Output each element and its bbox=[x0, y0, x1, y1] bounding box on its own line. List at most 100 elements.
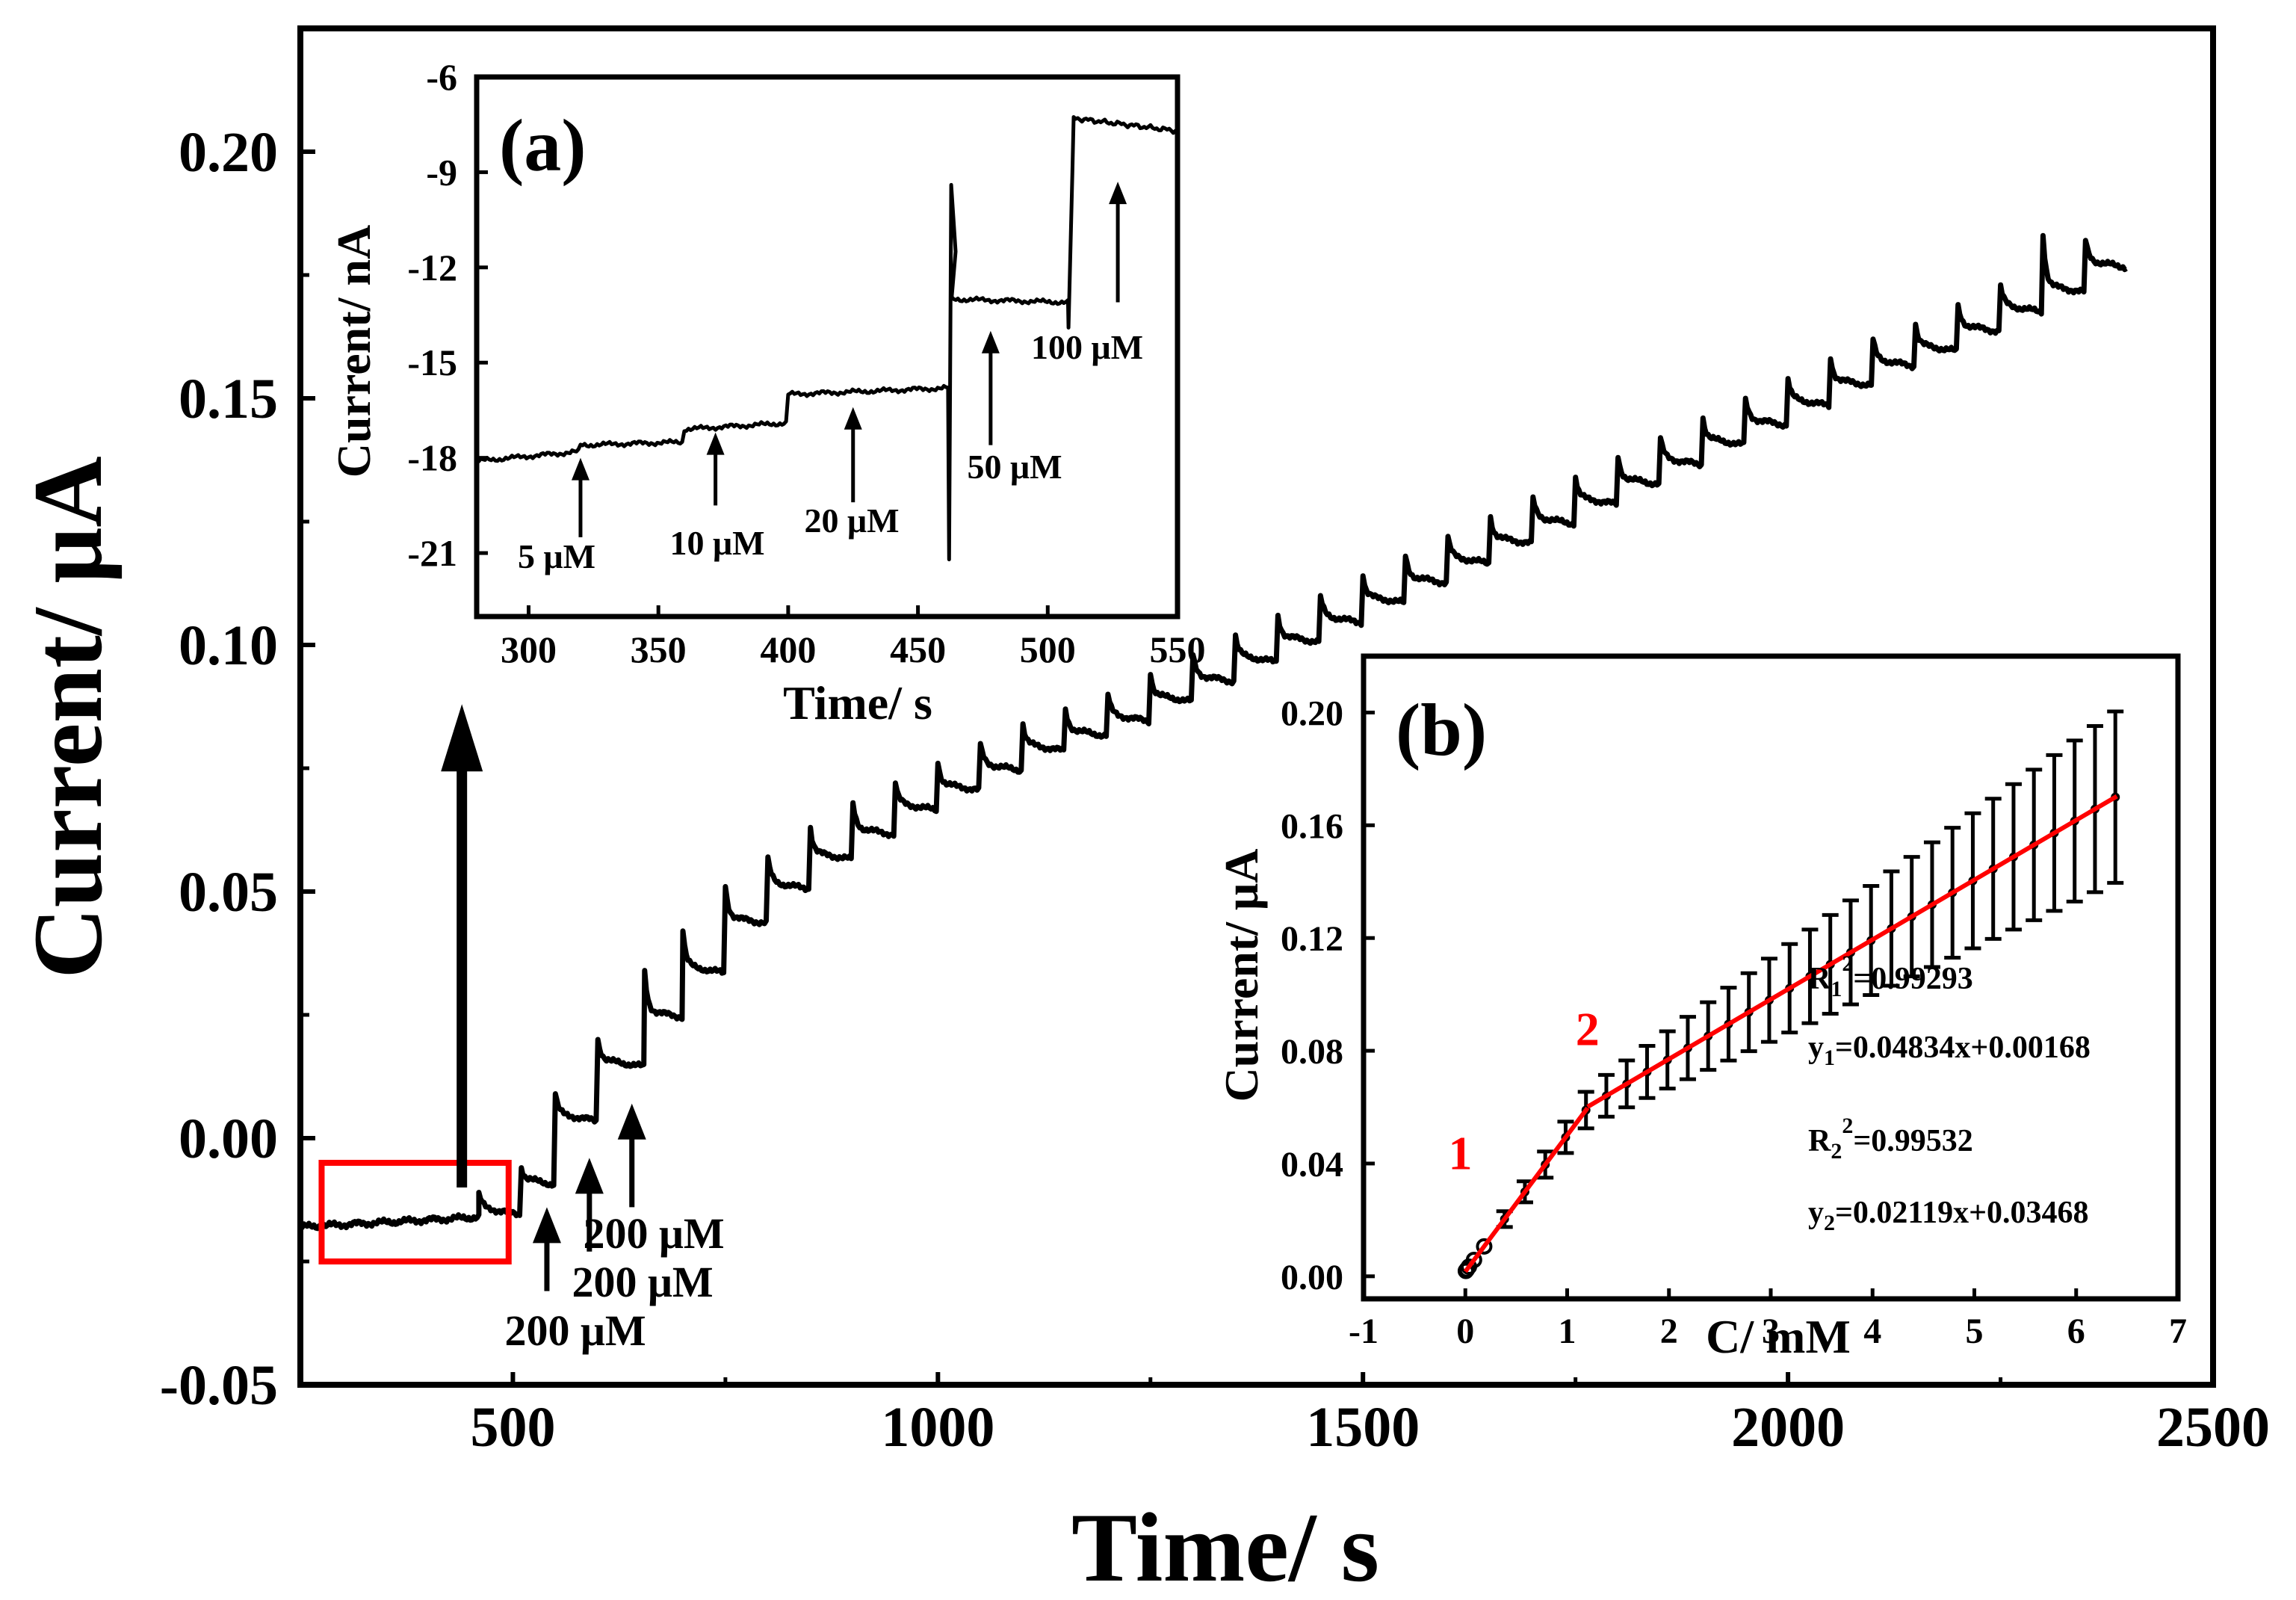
inset-b-region-label: 2 bbox=[1576, 1003, 1600, 1056]
inset-b-annotations: 12 bbox=[1448, 1003, 1599, 1180]
inset-a-annotations: 5 μM 10 μM 20 μM 50 μM 100 μM bbox=[518, 182, 1143, 575]
inset-b-x-tick-label: 1 bbox=[1559, 1312, 1576, 1351]
concentration-label: 200 μM bbox=[504, 1306, 646, 1355]
inset-a-x-tick-label: 500 bbox=[1020, 628, 1076, 670]
main-y-tick-label: 0.10 bbox=[179, 614, 278, 677]
inset-a-y-axis-label: Current/ nA bbox=[327, 225, 380, 478]
inset-a-concentration-label: 10 μM bbox=[670, 524, 765, 562]
main-x-axis-label: Time/ s bbox=[1071, 1492, 1379, 1600]
inset-b-region-label: 1 bbox=[1448, 1126, 1472, 1179]
inset-a-arrow-head bbox=[571, 457, 590, 481]
highlight-box bbox=[318, 1160, 512, 1264]
inset-a-concentration-label: 20 μM bbox=[805, 501, 900, 540]
main-y-tick-label: -0.05 bbox=[160, 1354, 278, 1417]
concentration-arrow-head bbox=[575, 1158, 604, 1194]
inset-b-y-tick-label: 0.04 bbox=[1281, 1145, 1343, 1184]
inset-b-x-tick-label: 6 bbox=[2067, 1312, 2085, 1351]
inset-a-y-tick-label: -15 bbox=[407, 342, 457, 383]
inset-a-concentration-label: 50 μM bbox=[968, 448, 1062, 486]
inset-b-x-axis-label: C/ mM bbox=[1706, 1310, 1851, 1363]
inset-b-x-tick-label: 4 bbox=[1863, 1312, 1881, 1351]
inset-a-x-axis-label: Time/ s bbox=[783, 676, 932, 729]
inset-b-point bbox=[1476, 1238, 1493, 1255]
inset-b-x-tick-label: 7 bbox=[2169, 1312, 2187, 1351]
inset-b-y-tick-label: 0.16 bbox=[1281, 806, 1343, 846]
fit2-equation: y2=0.02119x+0.03468 bbox=[1808, 1196, 2089, 1235]
inset-a-arrow-head bbox=[981, 330, 1000, 353]
fit1-equation-value: =0.04834x+0.00168 bbox=[1835, 1031, 2091, 1065]
inset-a-chart: 300 350 400 450 500 550 -21 -18 -15 -12 -9 -6 5 μM 1… bbox=[327, 56, 1206, 729]
inset-a-arrow-head bbox=[1109, 182, 1127, 205]
fit1-r-letter: R bbox=[1808, 962, 1831, 996]
inset-a-arrow-head bbox=[706, 432, 725, 455]
inset-a-x-tick-label: 350 bbox=[631, 628, 687, 670]
fit1-y-subscript: 1 bbox=[1824, 1045, 1835, 1070]
inset-a-series-line bbox=[476, 115, 1178, 562]
inset-b-x-tick-label: 5 bbox=[1966, 1312, 1984, 1351]
inset-a-ticks: 300 350 400 450 500 550 -21 -18 -15 -12 -9 -6 bbox=[407, 56, 1205, 670]
concentration-arrow-head bbox=[617, 1103, 646, 1140]
inset-b-x-tick-label: 3 bbox=[1762, 1312, 1780, 1351]
inset-a-arrow-head bbox=[844, 407, 862, 430]
main-x-tick-label: 1500 bbox=[1306, 1396, 1420, 1459]
inset-b-y-tick-label: 0.20 bbox=[1281, 694, 1343, 733]
fit1-r-value: =0.99293 bbox=[1853, 962, 1972, 996]
fit2-r-value: =0.99532 bbox=[1853, 1124, 1972, 1158]
inset-b-y-tick-label: 0.12 bbox=[1281, 919, 1343, 959]
inset-b-fit-line bbox=[1463, 1106, 1590, 1273]
main-x-tick-label: 2000 bbox=[1731, 1396, 1845, 1459]
inset-b-point bbox=[1465, 1251, 1482, 1268]
main-series bbox=[299, 232, 2128, 1232]
inset-a-concentration-label: 100 μM bbox=[1031, 328, 1143, 366]
inset-a-y-tick-label: -12 bbox=[407, 247, 457, 288]
fit1-y-letter: y bbox=[1808, 1031, 1824, 1065]
fit2-r-squared: R22=0.99532 bbox=[1808, 1113, 1973, 1164]
inset-a-concentration-label: 5 μM bbox=[518, 537, 595, 575]
main-y-tick-label: 0.15 bbox=[179, 368, 278, 430]
fit2-r-superscript: 2 bbox=[1842, 1113, 1853, 1138]
inset-b-y-tick-label: 0.00 bbox=[1281, 1258, 1343, 1297]
fit1-r-squared: R12=0.99293 bbox=[1808, 951, 1973, 1001]
concentration-arrow-head bbox=[532, 1207, 561, 1244]
main-plot-frame bbox=[297, 25, 2216, 1388]
inset-a-y-tick-label: -9 bbox=[426, 151, 457, 193]
fit2-y-letter: y bbox=[1808, 1196, 1824, 1230]
inset-b-y-axis-label: Current/ μA bbox=[1215, 848, 1268, 1102]
inset-b-y-tick-label: 0.08 bbox=[1281, 1032, 1343, 1072]
main-y-tick-label: 0.20 bbox=[179, 121, 278, 184]
inset-a-x-tick-label: 300 bbox=[501, 628, 557, 670]
inset-b-panel-label: (b) bbox=[1396, 688, 1487, 771]
main-x-tick-label: 2500 bbox=[2156, 1396, 2270, 1459]
inset-b-x-tick-label: -1 bbox=[1349, 1312, 1378, 1351]
inset-a-x-tick-label: 450 bbox=[890, 628, 946, 670]
main-y-axis-label: Current/ μA bbox=[13, 456, 123, 978]
fit1-r-subscript: 1 bbox=[1831, 977, 1842, 1001]
main-y-tick-label: 0.00 bbox=[179, 1108, 278, 1170]
fit1-equation: y1=0.04834x+0.00168 bbox=[1808, 1031, 2091, 1070]
fit1-r-superscript: 2 bbox=[1842, 951, 1853, 976]
inset-a-y-tick-label: -21 bbox=[407, 532, 457, 574]
inset-b-x-tick-label: 2 bbox=[1660, 1312, 1678, 1351]
concentration-label: 200 μM bbox=[583, 1209, 724, 1258]
fit2-y-subscript: 2 bbox=[1824, 1211, 1835, 1235]
main-ticks: 500 1000 1500 2000 2500-0.050.000.050.100.15… bbox=[160, 121, 2270, 1459]
main-x-tick-label: 500 bbox=[470, 1396, 555, 1459]
main-series-line bbox=[299, 232, 2128, 1232]
inset-b-series bbox=[1457, 709, 2124, 1279]
big-up-arrow-head bbox=[441, 704, 483, 772]
fit2-r-subscript: 2 bbox=[1831, 1139, 1842, 1164]
inset-a-y-tick-label: -18 bbox=[407, 437, 457, 479]
inset-b-ticks: -1 0 1 2 3 4 5 6 70.000.040.080.120.160.20 bbox=[1281, 694, 2187, 1351]
inset-a-frame bbox=[474, 74, 1181, 620]
inset-b-chart: -1 0 1 2 3 4 5 6 70.000.040.080.120.160.20 12 (b… bbox=[1215, 653, 2187, 1363]
concentration-label: 200 μM bbox=[572, 1258, 713, 1306]
fit2-r-letter: R bbox=[1808, 1124, 1831, 1158]
inset-a-x-tick-label: 400 bbox=[760, 628, 816, 670]
inset-a-y-tick-label: -6 bbox=[426, 56, 457, 98]
inset-a-series bbox=[476, 115, 1178, 562]
inset-b-fit-line bbox=[1586, 794, 2118, 1109]
inset-b-x-tick-label: 0 bbox=[1456, 1312, 1474, 1351]
main-y-tick-label: 0.05 bbox=[179, 861, 278, 924]
